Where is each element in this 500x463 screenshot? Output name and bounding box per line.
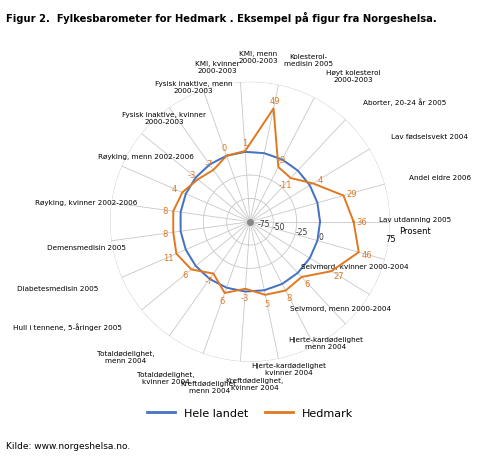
Text: Røyking, menn 2002-2006: Røyking, menn 2002-2006 bbox=[98, 154, 194, 160]
Text: Kreftdødelighet,
kvinner 2004: Kreftdødelighet, kvinner 2004 bbox=[226, 377, 284, 390]
Text: 4: 4 bbox=[318, 175, 323, 184]
Text: Aborter, 20-24 år 2005: Aborter, 20-24 år 2005 bbox=[363, 98, 446, 106]
Text: Selvmord, kvinner 2000-2004: Selvmord, kvinner 2000-2004 bbox=[302, 264, 409, 270]
Text: 0: 0 bbox=[318, 232, 324, 241]
Text: -50: -50 bbox=[273, 223, 285, 232]
Text: 0: 0 bbox=[221, 144, 226, 153]
Text: -11: -11 bbox=[278, 180, 292, 189]
Text: 6: 6 bbox=[219, 297, 224, 306]
Text: Figur 2.  Fylkesbarometer for Hedmark . Eksempel på figur fra Norgeshelsa.: Figur 2. Fylkesbarometer for Hedmark . E… bbox=[6, 12, 437, 24]
Text: 11: 11 bbox=[164, 253, 174, 262]
Text: -7: -7 bbox=[204, 276, 212, 285]
Text: KMI, menn
2000-2003: KMI, menn 2000-2003 bbox=[238, 51, 279, 64]
Text: Demensmedisin 2005: Demensmedisin 2005 bbox=[47, 244, 126, 250]
Text: -25: -25 bbox=[296, 227, 308, 237]
Text: 5: 5 bbox=[264, 299, 270, 308]
Text: KMI, kvinner
2000-2003: KMI, kvinner 2000-2003 bbox=[194, 61, 240, 74]
Text: Hjerte-kardødelighet
kvinner 2004: Hjerte-kardødelighet kvinner 2004 bbox=[251, 362, 326, 375]
Text: Kilde: www.norgeshelsa.no.: Kilde: www.norgeshelsa.no. bbox=[6, 441, 130, 450]
Text: Totaldødelighet,
menn 2004: Totaldødelighet, menn 2004 bbox=[97, 350, 154, 363]
Text: 36: 36 bbox=[356, 218, 368, 227]
Text: Hjerte-kardødelighet
menn 2004: Hjerte-kardødelighet menn 2004 bbox=[288, 336, 363, 349]
Text: 1: 1 bbox=[242, 139, 247, 148]
Text: 8: 8 bbox=[162, 230, 168, 238]
Text: 29: 29 bbox=[346, 189, 357, 198]
Text: Lav fødselsvekt 2004: Lav fødselsvekt 2004 bbox=[391, 134, 468, 139]
Text: Prosent: Prosent bbox=[399, 226, 430, 235]
Text: -7: -7 bbox=[204, 159, 212, 168]
Text: Lav utdanning 2005: Lav utdanning 2005 bbox=[379, 216, 452, 222]
Text: -3: -3 bbox=[187, 170, 196, 179]
Text: -3: -3 bbox=[240, 293, 249, 302]
Text: 49: 49 bbox=[270, 96, 280, 106]
Text: Røyking, kvinner 2002-2006: Røyking, kvinner 2002-2006 bbox=[35, 200, 138, 206]
Text: Fysisk inaktive, menn
2000-2003: Fysisk inaktive, menn 2000-2003 bbox=[154, 81, 232, 94]
Text: -75: -75 bbox=[258, 219, 270, 228]
Text: Hull i tennene, 5-åringer 2005: Hull i tennene, 5-åringer 2005 bbox=[13, 322, 122, 330]
Text: Kolesterol-
medisin 2005: Kolesterol- medisin 2005 bbox=[284, 54, 333, 67]
Text: 46: 46 bbox=[362, 250, 372, 259]
Text: Totaldødelighet,
kvinner 2004: Totaldødelighet, kvinner 2004 bbox=[137, 371, 194, 384]
Text: Kreftdødelighet,
menn 2004: Kreftdødelighet, menn 2004 bbox=[180, 380, 238, 393]
Text: 6: 6 bbox=[182, 271, 188, 280]
Text: 8: 8 bbox=[162, 206, 168, 215]
Text: 75: 75 bbox=[385, 234, 396, 243]
Text: Fysisk inaktive, kvinner
2000-2003: Fysisk inaktive, kvinner 2000-2003 bbox=[122, 112, 206, 125]
Text: Andel eldre 2006: Andel eldre 2006 bbox=[409, 175, 471, 181]
Text: 6: 6 bbox=[304, 279, 310, 288]
Text: Høyt kolesterol
2000-2003: Høyt kolesterol 2000-2003 bbox=[326, 69, 380, 82]
Text: 8: 8 bbox=[287, 294, 292, 303]
Text: 27: 27 bbox=[333, 271, 344, 281]
Text: Diabetesmedisin 2005: Diabetesmedisin 2005 bbox=[17, 285, 98, 291]
Text: 4: 4 bbox=[172, 185, 178, 194]
Text: Selvmord, menn 2000-2004: Selvmord, menn 2000-2004 bbox=[290, 305, 391, 311]
Text: -9: -9 bbox=[278, 156, 286, 165]
Legend: Hele landet, Hedmark: Hele landet, Hedmark bbox=[143, 404, 357, 423]
